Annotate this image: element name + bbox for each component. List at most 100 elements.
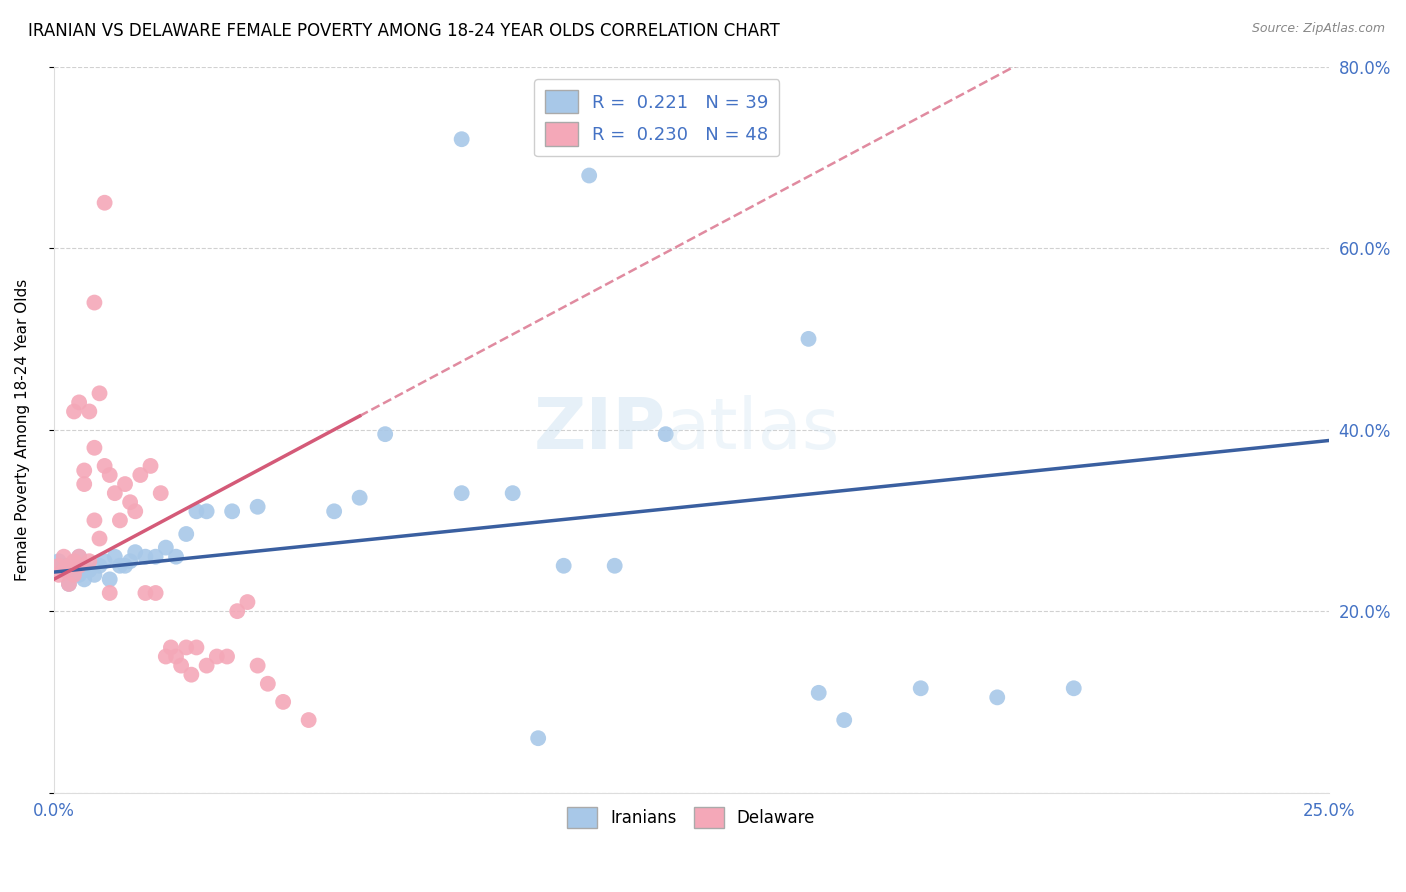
Point bbox=[114, 558, 136, 573]
Point bbox=[155, 541, 177, 555]
Point bbox=[48, 558, 70, 573]
Point bbox=[149, 486, 172, 500]
Point bbox=[180, 667, 202, 681]
Point bbox=[98, 586, 121, 600]
Point bbox=[63, 567, 86, 582]
Point bbox=[52, 558, 75, 573]
Point bbox=[93, 554, 115, 568]
Point bbox=[349, 491, 371, 505]
Point bbox=[124, 545, 146, 559]
Point bbox=[450, 486, 472, 500]
Point bbox=[79, 563, 101, 577]
Point bbox=[52, 563, 75, 577]
Point bbox=[246, 658, 269, 673]
Point bbox=[89, 558, 111, 573]
Point bbox=[83, 441, 105, 455]
Point bbox=[89, 532, 111, 546]
Point bbox=[139, 458, 162, 473]
Point bbox=[79, 404, 101, 418]
Point bbox=[73, 477, 96, 491]
Point bbox=[186, 640, 208, 655]
Point bbox=[450, 132, 472, 146]
Point bbox=[832, 713, 855, 727]
Point bbox=[298, 713, 321, 727]
Point bbox=[58, 577, 80, 591]
Point bbox=[195, 504, 218, 518]
Point bbox=[73, 573, 96, 587]
Point bbox=[797, 332, 820, 346]
Text: atlas: atlas bbox=[665, 395, 839, 464]
Point bbox=[63, 404, 86, 418]
Point bbox=[114, 477, 136, 491]
Y-axis label: Female Poverty Among 18-24 Year Olds: Female Poverty Among 18-24 Year Olds bbox=[15, 278, 30, 581]
Point bbox=[98, 468, 121, 483]
Point bbox=[67, 558, 90, 573]
Point bbox=[986, 690, 1008, 705]
Point bbox=[170, 658, 193, 673]
Point bbox=[195, 658, 218, 673]
Point bbox=[83, 567, 105, 582]
Point bbox=[120, 495, 142, 509]
Point bbox=[215, 649, 238, 664]
Point bbox=[145, 586, 167, 600]
Point bbox=[226, 604, 249, 618]
Point bbox=[246, 500, 269, 514]
Point bbox=[221, 504, 243, 518]
Point bbox=[98, 573, 121, 587]
Point bbox=[578, 169, 600, 183]
Point bbox=[79, 554, 101, 568]
Point bbox=[186, 504, 208, 518]
Point bbox=[165, 549, 187, 564]
Point bbox=[124, 504, 146, 518]
Point bbox=[108, 513, 131, 527]
Point bbox=[271, 695, 294, 709]
Point bbox=[374, 427, 396, 442]
Point bbox=[104, 486, 127, 500]
Point bbox=[58, 577, 80, 591]
Point bbox=[174, 527, 197, 541]
Point bbox=[155, 649, 177, 664]
Point bbox=[807, 686, 830, 700]
Point bbox=[67, 567, 90, 582]
Point bbox=[83, 295, 105, 310]
Point bbox=[52, 549, 75, 564]
Point bbox=[120, 554, 142, 568]
Point bbox=[205, 649, 228, 664]
Point bbox=[910, 681, 932, 696]
Point bbox=[89, 386, 111, 401]
Point bbox=[93, 458, 115, 473]
Point bbox=[83, 513, 105, 527]
Point bbox=[129, 468, 152, 483]
Point bbox=[165, 649, 187, 664]
Point bbox=[160, 640, 183, 655]
Point bbox=[58, 563, 80, 577]
Text: IRANIAN VS DELAWARE FEMALE POVERTY AMONG 18-24 YEAR OLDS CORRELATION CHART: IRANIAN VS DELAWARE FEMALE POVERTY AMONG… bbox=[28, 22, 780, 40]
Point bbox=[145, 549, 167, 564]
Point bbox=[48, 554, 70, 568]
Point bbox=[553, 558, 575, 573]
Point bbox=[104, 549, 127, 564]
Point bbox=[67, 395, 90, 409]
Text: Source: ZipAtlas.com: Source: ZipAtlas.com bbox=[1251, 22, 1385, 36]
Point bbox=[236, 595, 259, 609]
Point bbox=[67, 549, 90, 564]
Point bbox=[73, 558, 96, 573]
Point bbox=[48, 567, 70, 582]
Point bbox=[654, 427, 676, 442]
Point bbox=[63, 554, 86, 568]
Legend: Iranians, Delaware: Iranians, Delaware bbox=[561, 800, 823, 835]
Point bbox=[134, 549, 156, 564]
Point bbox=[603, 558, 626, 573]
Point bbox=[58, 558, 80, 573]
Point bbox=[323, 504, 346, 518]
Point bbox=[174, 640, 197, 655]
Point bbox=[256, 677, 278, 691]
Point bbox=[73, 463, 96, 477]
Point bbox=[63, 563, 86, 577]
Point bbox=[1063, 681, 1085, 696]
Text: ZIP: ZIP bbox=[533, 395, 665, 464]
Point bbox=[108, 558, 131, 573]
Point bbox=[134, 586, 156, 600]
Point bbox=[527, 731, 550, 746]
Point bbox=[67, 549, 90, 564]
